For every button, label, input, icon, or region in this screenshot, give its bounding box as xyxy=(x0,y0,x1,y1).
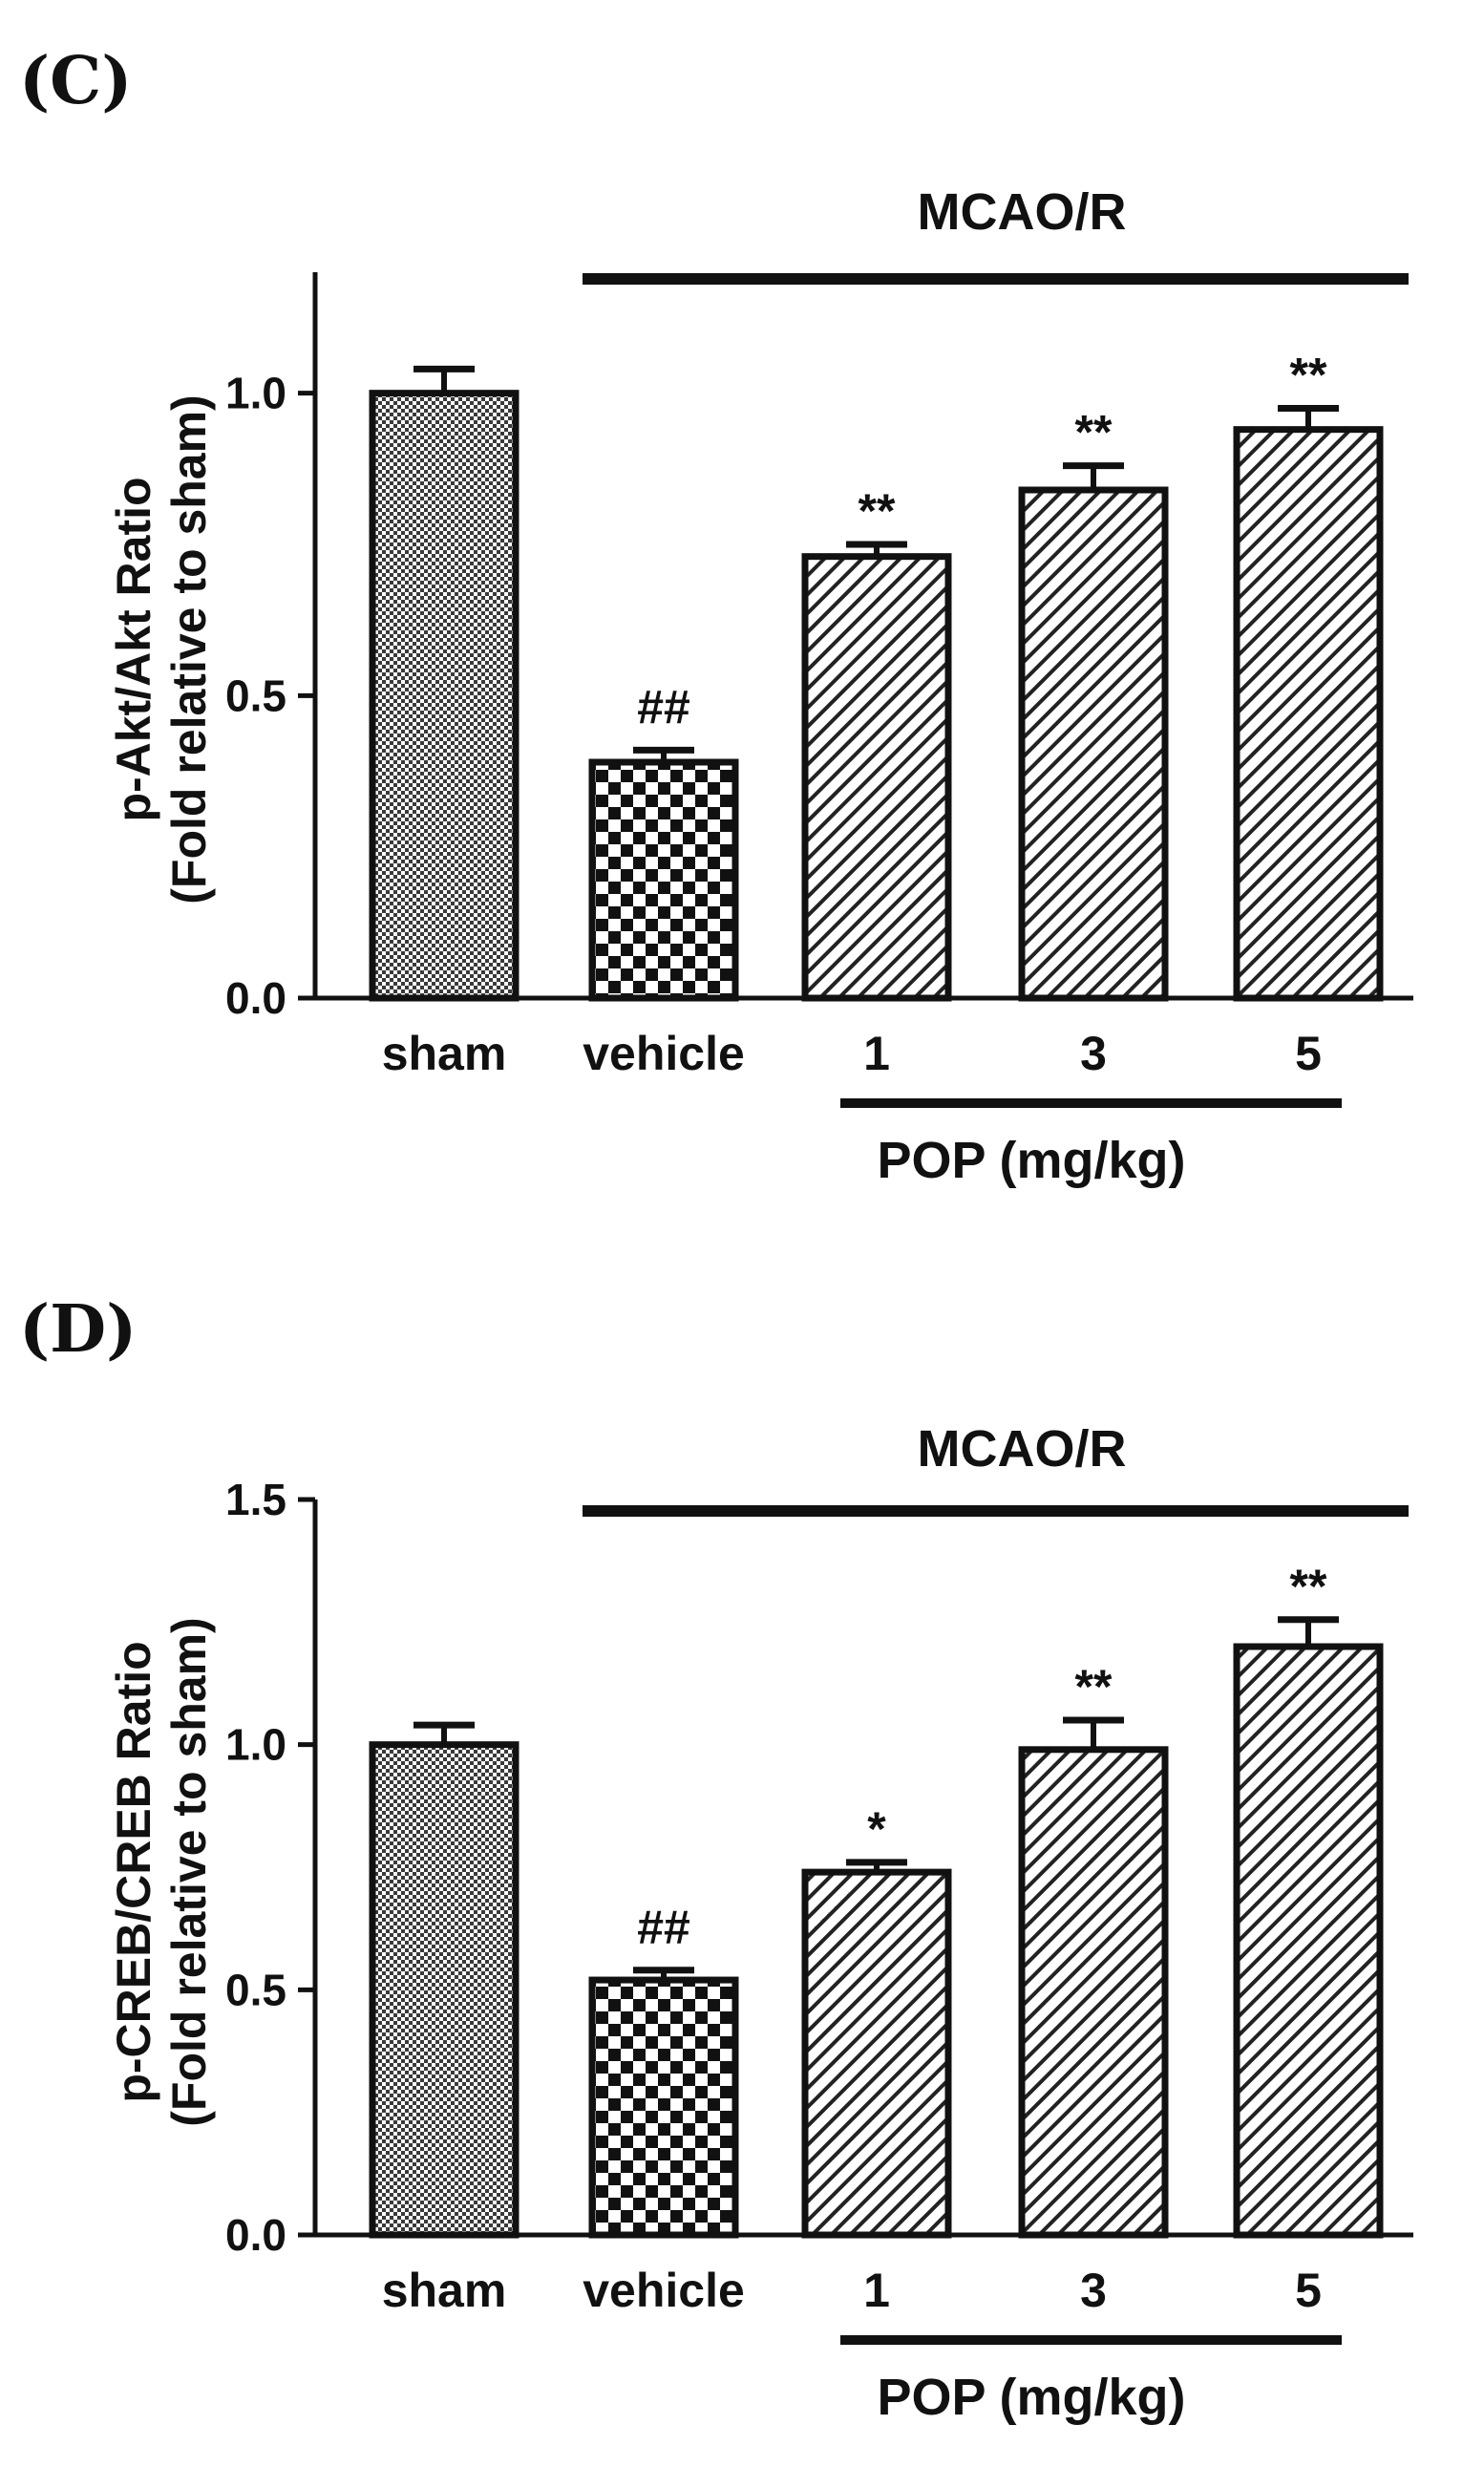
treatment-label: POP (mg/kg) xyxy=(877,1132,1185,1189)
treatment-label: POP (mg/kg) xyxy=(877,2369,1185,2426)
category-label: 1 xyxy=(863,1027,890,1080)
category-label: 5 xyxy=(1295,2264,1322,2317)
significance-label: ## xyxy=(637,1901,690,1954)
category-label: 1 xyxy=(863,2264,890,2317)
bar xyxy=(369,1741,519,2239)
y-tick-label: 0.5 xyxy=(225,670,286,720)
y-axis-title-line1: p-CREB/CREB Ratio xyxy=(107,1641,160,2102)
bar xyxy=(801,1868,952,2239)
significance-label: ** xyxy=(1290,349,1327,402)
y-tick-label: 0.0 xyxy=(225,2210,286,2260)
chart-panel-c: (C) MCAO/R p-Akt/Akt Ratio (Fold relativ… xyxy=(19,43,1413,1189)
significance-label: ** xyxy=(1075,406,1113,459)
y-axis-title: p-CREB/CREB Ratio (Fold relative to sham… xyxy=(107,1617,216,2126)
group-label: MCAO/R xyxy=(918,1420,1127,1478)
category-label: 5 xyxy=(1295,1027,1322,1080)
category-label: sham xyxy=(382,1027,507,1080)
y-tick-label: 1.5 xyxy=(225,1475,286,1524)
bar xyxy=(369,390,519,1002)
y-axis-title: p-Akt/Akt Ratio (Fold relative to sham) xyxy=(107,394,216,904)
bar xyxy=(588,758,739,1002)
bars: sham ## vehicle ** 1 ** 3 ** 5 xyxy=(369,349,1384,1080)
y-axis-ticks: 0.0 0.5 1.0 1.5 xyxy=(225,1475,315,2260)
category-label: sham xyxy=(382,2264,507,2317)
chart-panel-d: (D) MCAO/R p-CREB/CREB Ratio (Fold relat… xyxy=(19,1291,1413,2426)
category-label: 3 xyxy=(1080,2264,1107,2317)
panel-label: (D) xyxy=(19,1291,137,1368)
significance-label: ** xyxy=(859,484,896,538)
category-label: vehicle xyxy=(583,2264,745,2317)
category-label: vehicle xyxy=(583,1027,745,1080)
y-axis-ticks: 0.0 0.5 1.0 xyxy=(225,369,315,1023)
bar xyxy=(1233,1643,1384,2239)
y-tick-label: 1.0 xyxy=(225,1720,286,1770)
y-axis-title-line2: (Fold relative to sham) xyxy=(162,1617,216,2126)
y-axis-title-line1: p-Akt/Akt Ratio xyxy=(107,477,160,821)
panel-label: (C) xyxy=(19,43,132,119)
y-axis-title-line2: (Fold relative to sham) xyxy=(162,394,216,904)
bar xyxy=(1018,486,1169,1002)
category-label: 3 xyxy=(1080,1027,1107,1080)
bars: sham ## vehicle * 1 ** 3 ** 5 xyxy=(369,1560,1384,2317)
bar xyxy=(1018,1746,1169,2239)
bar xyxy=(1233,426,1384,1002)
bar xyxy=(588,1976,739,2239)
y-tick-label: 0.0 xyxy=(225,973,286,1023)
bar xyxy=(801,553,952,1002)
group-label: MCAO/R xyxy=(918,183,1127,241)
significance-label: * xyxy=(867,1802,886,1856)
y-tick-label: 0.5 xyxy=(225,1965,286,2014)
significance-label: ** xyxy=(1075,1660,1113,1713)
significance-label: ** xyxy=(1290,1560,1327,1613)
y-tick-label: 1.0 xyxy=(225,369,286,418)
significance-label: ## xyxy=(637,680,690,734)
